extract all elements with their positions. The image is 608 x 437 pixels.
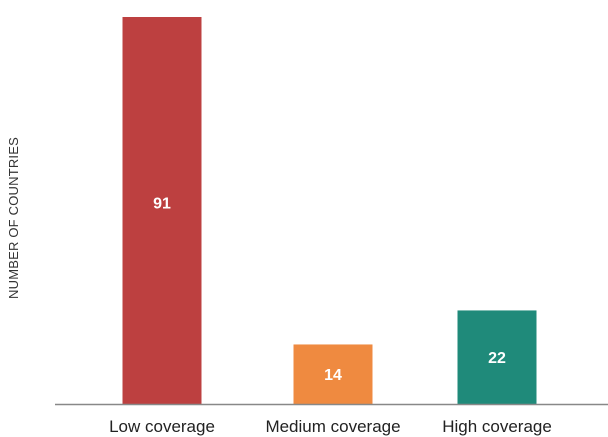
x-tick-label-medium-coverage: Medium coverage (265, 417, 400, 436)
bar-medium-coverage (293, 344, 373, 404)
data-label-high-coverage: 22 (488, 350, 506, 367)
x-tick-label-low-coverage: Low coverage (109, 417, 215, 436)
x-tick-label-high-coverage: High coverage (442, 417, 552, 436)
data-label-medium-coverage: 14 (324, 367, 342, 384)
bars-group (122, 17, 537, 404)
y-axis-label: NUMBER OF COUNTRIES (6, 137, 21, 299)
bar-high-coverage (457, 310, 537, 404)
x-tick-labels-group: Low coverage Medium coverage High coverage (109, 417, 552, 436)
data-label-low-coverage: 91 (153, 196, 171, 213)
bar-low-coverage (122, 17, 202, 404)
data-labels-group: 91 14 22 (153, 196, 506, 385)
